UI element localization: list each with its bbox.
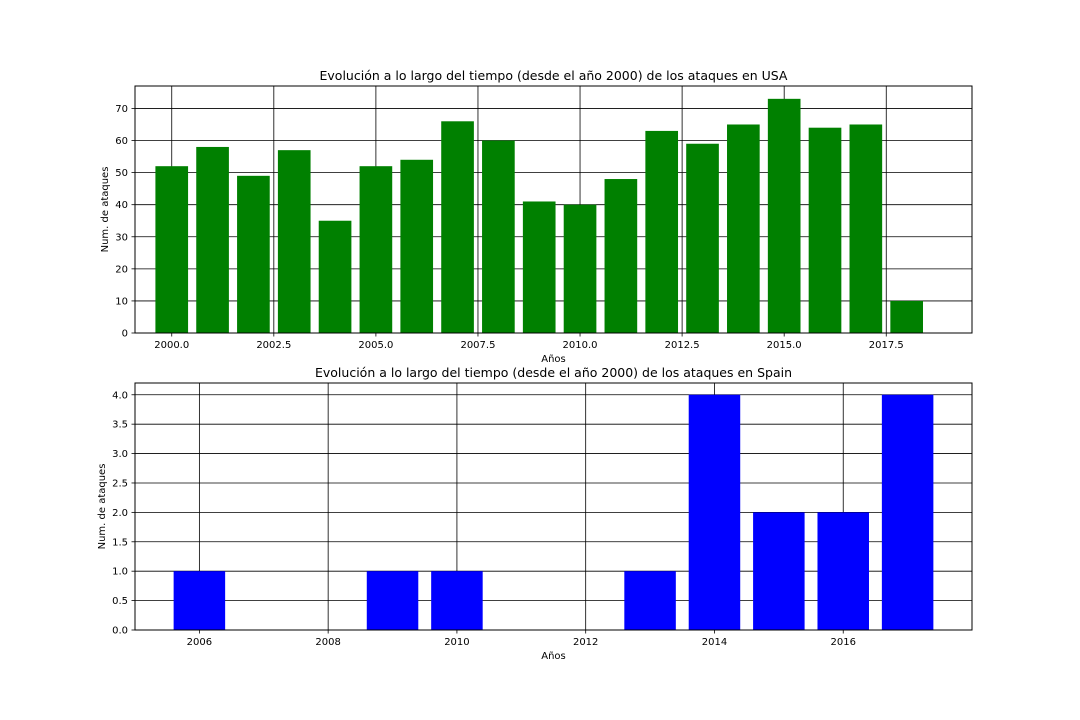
usa-y-tick-label: 30 — [115, 232, 128, 243]
spain-y-tick-label: 4.0 — [112, 390, 128, 401]
spain-bar-2017 — [881, 394, 934, 630]
spain-bar-2014 — [688, 394, 741, 630]
usa-bar-2009 — [522, 201, 556, 333]
usa-y-tick-label: 0 — [122, 329, 128, 340]
spain-y-axis-label: Num. de ataques — [97, 464, 108, 550]
usa-x-tick-label: 2015.0 — [767, 340, 802, 351]
usa-x-tick-label: 2005.0 — [358, 340, 393, 351]
usa-y-tick-label: 40 — [115, 200, 128, 211]
usa-x-tick-label: 2000.0 — [154, 340, 189, 351]
spain-x-tick-label: 2012 — [573, 637, 598, 648]
usa-bar-2005 — [359, 166, 393, 333]
usa-bar-2002 — [237, 175, 270, 333]
usa-bar-2007 — [441, 121, 474, 333]
spain-x-tick-label: 2014 — [702, 637, 727, 648]
usa-y-tick-label: 20 — [115, 264, 128, 275]
usa-x-tick-label: 2010.0 — [563, 340, 598, 351]
spain-x-tick-label: 2008 — [315, 637, 340, 648]
usa-bar-2018 — [890, 300, 923, 333]
spain-x-tick-label: 2016 — [831, 637, 856, 648]
usa-bar-2001 — [196, 146, 229, 333]
spain-bar-2015 — [753, 512, 805, 630]
usa-plot-frame — [134, 85, 973, 334]
usa-y-tick-label: 10 — [115, 296, 128, 307]
spain-y-tick-label: 1.0 — [112, 567, 128, 578]
spain-bar-2010 — [431, 571, 483, 630]
usa-bar-2017 — [849, 124, 883, 334]
usa-bar-2003 — [277, 150, 311, 333]
spain-y-tick-label: 3.5 — [112, 420, 128, 431]
usa-bar-2014 — [727, 124, 760, 334]
spain-attacks-chart: Evolución a lo largo del tiempo (desde e… — [97, 365, 973, 662]
spain-y-tick-label: 3.0 — [112, 449, 128, 460]
spain-bar-2009 — [366, 571, 419, 630]
spain-bar-2006 — [173, 571, 226, 630]
spain-y-tick-label: 0.5 — [112, 596, 128, 607]
spain-y-tick-label: 0.0 — [112, 626, 128, 637]
usa-bar-2016 — [808, 127, 842, 333]
spain-plot-frame — [134, 382, 973, 631]
usa-bar-2012 — [645, 130, 679, 333]
spain-y-tick-label: 2.0 — [112, 508, 128, 519]
spain-x-axis-label: Años — [541, 651, 566, 662]
usa-y-tick-label: 70 — [115, 104, 128, 115]
usa-bar-2004 — [318, 220, 352, 333]
usa-y-tick-label: 50 — [115, 168, 128, 179]
usa-x-tick-label: 2017.5 — [869, 340, 904, 351]
usa-bar-2015 — [767, 98, 801, 333]
spain-y-tick-label: 1.5 — [112, 537, 128, 548]
usa-x-tick-label: 2002.5 — [256, 340, 291, 351]
usa-bar-2010 — [563, 204, 597, 333]
usa-bar-2008 — [482, 140, 515, 333]
usa-chart-title: Evolución a lo largo del tiempo (desde e… — [320, 68, 788, 83]
spain-x-tick-label: 2010 — [444, 637, 469, 648]
usa-bar-2011 — [604, 179, 638, 333]
usa-bar-2013 — [686, 143, 719, 333]
usa-attacks-chart: Evolución a lo largo del tiempo (desde e… — [100, 68, 973, 365]
spain-x-tick-label: 2006 — [187, 637, 212, 648]
spain-y-tick-label: 2.5 — [112, 478, 128, 489]
usa-x-tick-label: 2007.5 — [460, 340, 495, 351]
usa-bar-2000 — [155, 166, 189, 333]
usa-x-axis-label: Años — [541, 354, 566, 365]
usa-y-tick-label: 60 — [115, 136, 128, 147]
usa-bar-2006 — [400, 159, 434, 333]
usa-x-tick-label: 2012.5 — [665, 340, 700, 351]
spain-bar-2016 — [817, 512, 869, 630]
spain-bar-2013 — [624, 571, 676, 630]
usa-y-axis-label: Num. de ataques — [100, 167, 111, 253]
spain-chart-title: Evolución a lo largo del tiempo (desde e… — [315, 365, 792, 380]
